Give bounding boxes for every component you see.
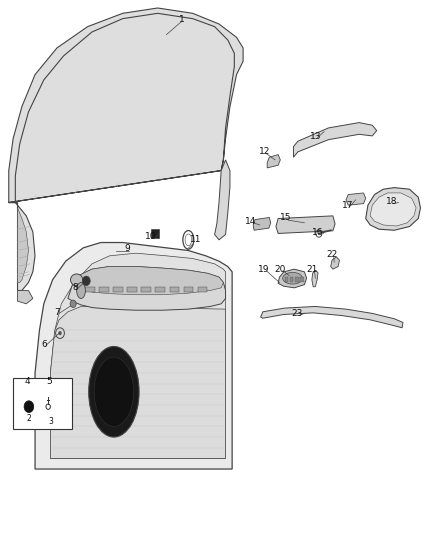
Polygon shape	[366, 188, 420, 230]
Polygon shape	[215, 160, 230, 240]
Ellipse shape	[283, 272, 303, 284]
Polygon shape	[346, 193, 366, 205]
Bar	[151, 229, 159, 238]
Bar	[13, 378, 72, 429]
Circle shape	[82, 276, 90, 286]
Bar	[170, 287, 179, 292]
Text: 15: 15	[280, 213, 292, 222]
Text: 9: 9	[124, 245, 130, 253]
Circle shape	[24, 401, 34, 413]
Bar	[127, 287, 137, 292]
Polygon shape	[370, 193, 416, 226]
Bar	[155, 287, 165, 292]
Bar	[290, 277, 293, 282]
Polygon shape	[35, 243, 232, 469]
Text: 18: 18	[386, 197, 398, 206]
Bar	[184, 287, 193, 292]
Polygon shape	[261, 306, 403, 328]
Text: 6: 6	[41, 340, 47, 349]
Ellipse shape	[94, 357, 134, 426]
Bar	[141, 287, 151, 292]
Text: 16: 16	[312, 228, 323, 237]
Bar	[295, 277, 299, 282]
Bar	[300, 277, 304, 282]
Text: 22: 22	[326, 251, 338, 259]
Text: 17: 17	[342, 201, 353, 210]
Bar	[198, 287, 207, 292]
Polygon shape	[68, 266, 226, 310]
Polygon shape	[18, 208, 28, 282]
Ellipse shape	[71, 274, 83, 286]
Ellipse shape	[88, 346, 139, 437]
Text: 14: 14	[245, 217, 256, 226]
Polygon shape	[253, 217, 271, 230]
Text: 11: 11	[190, 236, 201, 244]
Polygon shape	[50, 306, 226, 458]
Text: 8: 8	[72, 284, 78, 292]
Polygon shape	[312, 270, 318, 287]
Bar	[85, 287, 95, 292]
Text: 5: 5	[46, 377, 52, 386]
Text: 21: 21	[306, 265, 318, 274]
Polygon shape	[293, 123, 377, 157]
Ellipse shape	[185, 234, 192, 246]
Bar	[99, 287, 109, 292]
Polygon shape	[50, 253, 226, 458]
Bar	[113, 287, 123, 292]
Text: 20: 20	[275, 265, 286, 274]
Polygon shape	[276, 216, 335, 233]
Text: 13: 13	[310, 133, 321, 141]
Circle shape	[58, 331, 62, 335]
Text: 7: 7	[54, 308, 60, 317]
Polygon shape	[9, 203, 35, 290]
Polygon shape	[267, 155, 280, 168]
Text: 3: 3	[48, 417, 53, 425]
Polygon shape	[278, 269, 307, 288]
Polygon shape	[72, 266, 223, 295]
Polygon shape	[331, 257, 339, 269]
Polygon shape	[18, 290, 33, 304]
Circle shape	[70, 300, 76, 308]
Text: 23: 23	[291, 310, 303, 318]
Text: 12: 12	[259, 148, 271, 156]
Bar	[285, 277, 288, 282]
Text: 4: 4	[25, 377, 30, 386]
Polygon shape	[9, 8, 243, 203]
Ellipse shape	[77, 282, 85, 298]
Text: 10: 10	[145, 232, 157, 241]
Text: 2: 2	[27, 414, 31, 423]
Text: 19: 19	[258, 265, 269, 274]
Text: 1: 1	[179, 15, 185, 24]
